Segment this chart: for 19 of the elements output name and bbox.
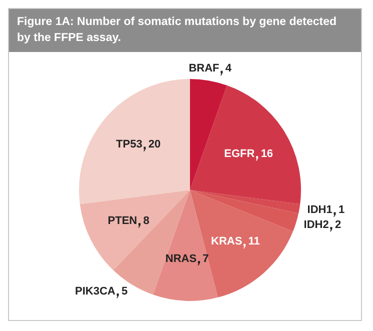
data-label: 5 xyxy=(121,285,128,298)
data-label: 1 xyxy=(338,204,345,216)
slice-label: IDH1 xyxy=(307,204,332,216)
data-label: 8 xyxy=(143,215,150,228)
slice-label: PTEN xyxy=(108,215,138,228)
data-label: 11 xyxy=(248,236,260,248)
slice-label: NRAS xyxy=(165,252,197,265)
data-label: 7 xyxy=(202,252,209,265)
data-label: 16 xyxy=(260,148,274,160)
chart-title: Figure 1A: Number of somatic mutations by gene detected by the FFPE assay. xyxy=(9,9,361,52)
slice-label: BRAF xyxy=(188,62,220,75)
data-label: 4 xyxy=(225,62,232,75)
data-label: 20 xyxy=(148,138,161,151)
slice-label: IDH2 xyxy=(304,218,329,231)
slice-label: KRAS xyxy=(211,236,242,248)
slice-label: TP53 xyxy=(116,138,142,151)
data-label: 2 xyxy=(334,218,342,231)
slice-label: PIK3CA xyxy=(75,285,116,298)
slice-label: EGFR xyxy=(224,148,255,160)
